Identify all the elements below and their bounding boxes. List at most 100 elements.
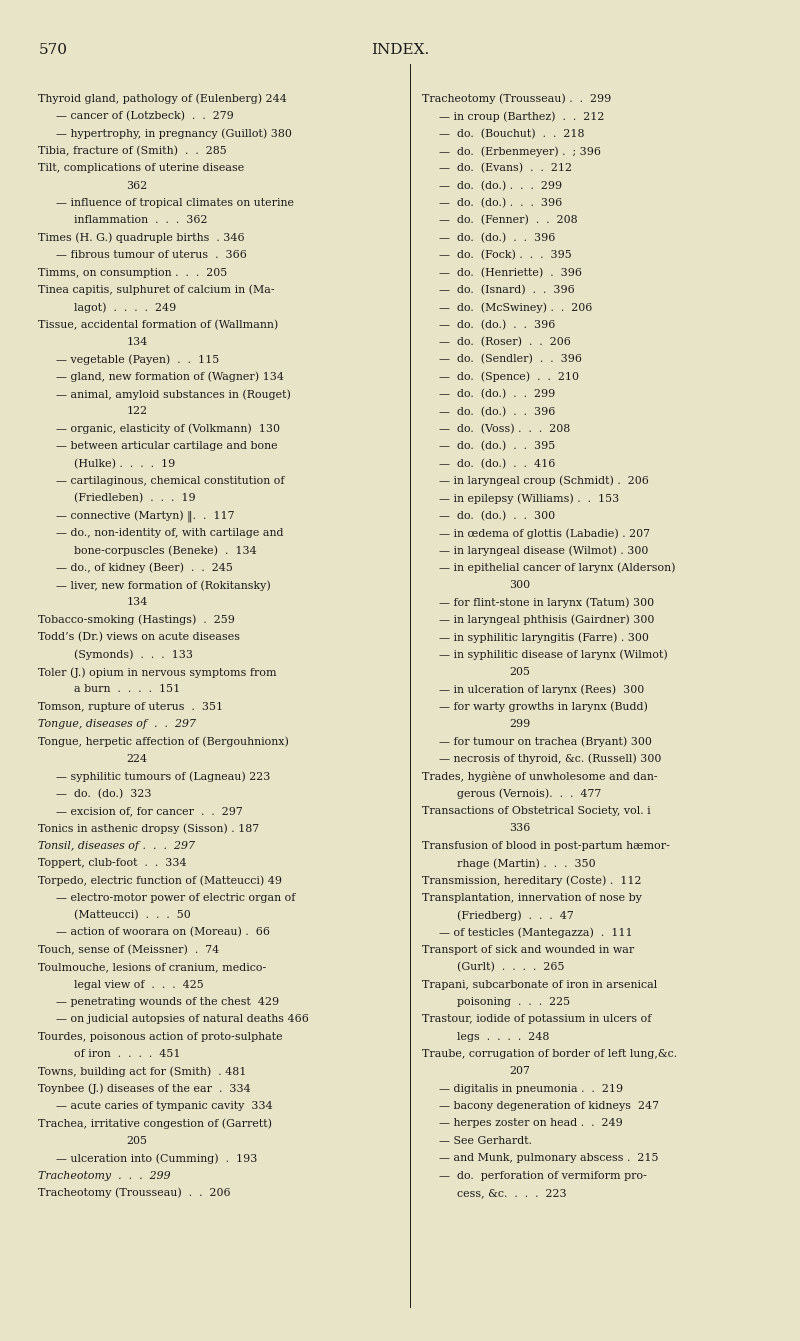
Text: — in syphilitic disease of larynx (Wilmot): — in syphilitic disease of larynx (Wilmo… [439, 649, 668, 660]
Text: Towns, building act for (Smith)  . 481: Towns, building act for (Smith) . 481 [38, 1066, 246, 1077]
Text: Tracheotomy (Trousseau) .  .  299: Tracheotomy (Trousseau) . . 299 [422, 94, 611, 105]
Text: Timms, on consumption .  .  .  205: Timms, on consumption . . . 205 [38, 268, 228, 278]
Text: — in croup (Barthez)  .  .  212: — in croup (Barthez) . . 212 [439, 111, 605, 122]
Text: — in œdema of glottis (Labadie) . 207: — in œdema of glottis (Labadie) . 207 [439, 528, 650, 539]
Text: gerous (Vernois).  .  .  477: gerous (Vernois). . . 477 [457, 789, 601, 799]
Text: — ulceration into (Cumming)  .  193: — ulceration into (Cumming) . 193 [56, 1153, 258, 1164]
Text: — in epilepsy (Williams) .  .  153: — in epilepsy (Williams) . . 153 [439, 493, 619, 504]
Text: — cartilaginous, chemical constitution of: — cartilaginous, chemical constitution o… [56, 476, 285, 485]
Text: —  do.  (do.)  .  .  299: — do. (do.) . . 299 [439, 389, 555, 400]
Text: Tonsil, diseases of .  .  .  297: Tonsil, diseases of . . . 297 [38, 841, 195, 850]
Text: — and Munk, pulmonary abscess .  215: — and Munk, pulmonary abscess . 215 [439, 1153, 658, 1163]
Text: —  do.  (do.)  .  .  300: — do. (do.) . . 300 [439, 511, 555, 520]
Text: legal view of  .  .  .  425: legal view of . . . 425 [74, 979, 203, 990]
Text: Tonics in asthenic dropsy (Sisson) . 187: Tonics in asthenic dropsy (Sisson) . 187 [38, 823, 259, 834]
Text: Tracheotomy  .  .  .  299: Tracheotomy . . . 299 [38, 1171, 171, 1180]
Text: a burn  .  .  .  .  151: a burn . . . . 151 [74, 684, 180, 695]
Text: 134: 134 [126, 337, 148, 347]
Text: Touch, sense of (Meissner)  .  74: Touch, sense of (Meissner) . 74 [38, 945, 220, 955]
Text: — organic, elasticity of (Volkmann)  130: — organic, elasticity of (Volkmann) 130 [56, 424, 280, 434]
Text: 207: 207 [510, 1066, 530, 1077]
Text: Thyroid gland, pathology of (Eulenberg) 244: Thyroid gland, pathology of (Eulenberg) … [38, 94, 287, 105]
Text: lagot)  .  .  .  .  249: lagot) . . . . 249 [74, 302, 176, 312]
Text: 122: 122 [126, 406, 147, 417]
Text: bone-corpuscles (Beneke)  .  134: bone-corpuscles (Beneke) . 134 [74, 546, 256, 557]
Text: — necrosis of thyroid, &c. (Russell) 300: — necrosis of thyroid, &c. (Russell) 300 [439, 754, 662, 764]
Text: — digitalis in pneumonia .  .  219: — digitalis in pneumonia . . 219 [439, 1084, 623, 1094]
Text: —  do.  (Isnard)  .  .  396: — do. (Isnard) . . 396 [439, 284, 575, 295]
Text: Tobacco-smoking (Hastings)  .  259: Tobacco-smoking (Hastings) . 259 [38, 614, 235, 625]
Text: —  do.  (do.)  .  .  395: — do. (do.) . . 395 [439, 441, 555, 452]
Text: —  do.  (Bouchut)  .  .  218: — do. (Bouchut) . . 218 [439, 129, 585, 139]
Text: —  do.  (McSwiney) .  .  206: — do. (McSwiney) . . 206 [439, 302, 593, 312]
Text: (Friedberg)  .  .  .  47: (Friedberg) . . . 47 [457, 911, 574, 921]
Text: —  do.  (do.)  .  .  396: — do. (do.) . . 396 [439, 319, 555, 330]
Text: — vegetable (Payen)  .  .  115: — vegetable (Payen) . . 115 [56, 354, 219, 365]
Text: INDEX.: INDEX. [371, 43, 429, 56]
Text: Transplantation, innervation of nose by: Transplantation, innervation of nose by [422, 893, 642, 902]
Text: — See Gerhardt.: — See Gerhardt. [439, 1136, 532, 1145]
Text: Trapani, subcarbonate of iron in arsenical: Trapani, subcarbonate of iron in arsenic… [422, 979, 657, 990]
Text: — excision of, for cancer  .  .  297: — excision of, for cancer . . 297 [56, 806, 242, 815]
Text: —  do.  (do.) .  .  .  396: — do. (do.) . . . 396 [439, 198, 562, 208]
Text: — do., of kidney (Beer)  .  .  245: — do., of kidney (Beer) . . 245 [56, 563, 233, 574]
Text: legs  .  .  .  .  248: legs . . . . 248 [457, 1031, 549, 1042]
Text: — in ulceration of larynx (Rees)  300: — in ulceration of larynx (Rees) 300 [439, 684, 645, 695]
Text: —  do.  (Roser)  .  .  206: — do. (Roser) . . 206 [439, 337, 571, 347]
Text: Transactions of Obstetrical Society, vol. i: Transactions of Obstetrical Society, vol… [422, 806, 650, 815]
Text: (Matteucci)  .  .  .  50: (Matteucci) . . . 50 [74, 911, 190, 920]
Text: —  do.  (do.) .  .  .  299: — do. (do.) . . . 299 [439, 181, 562, 190]
Text: Transfusion of blood in post-partum hæmor-: Transfusion of blood in post-partum hæmo… [422, 841, 670, 850]
Text: Toler (J.) opium in nervous symptoms from: Toler (J.) opium in nervous symptoms fro… [38, 666, 277, 677]
Text: — penetrating wounds of the chest  429: — penetrating wounds of the chest 429 [56, 996, 279, 1007]
Text: Transmission, hereditary (Coste) .  112: Transmission, hereditary (Coste) . 112 [422, 876, 641, 886]
Text: Toynbee (J.) diseases of the ear  .  334: Toynbee (J.) diseases of the ear . 334 [38, 1084, 251, 1094]
Text: — gland, new formation of (Wagner) 134: — gland, new formation of (Wagner) 134 [56, 371, 284, 382]
Text: (Friedleben)  .  .  .  19: (Friedleben) . . . 19 [74, 493, 195, 504]
Text: —  do.  (Henriette)  .  396: — do. (Henriette) . 396 [439, 268, 582, 278]
Text: Transport of sick and wounded in war: Transport of sick and wounded in war [422, 945, 634, 955]
Text: Trades, hygiène of unwholesome and dan-: Trades, hygiène of unwholesome and dan- [422, 771, 658, 782]
Text: — herpes zoster on head .  .  249: — herpes zoster on head . . 249 [439, 1118, 623, 1129]
Text: — influence of tropical climates on uterine: — influence of tropical climates on uter… [56, 198, 294, 208]
Text: Tongue, diseases of  .  .  297: Tongue, diseases of . . 297 [38, 719, 197, 730]
Text: — syphilitic tumours of (Lagneau) 223: — syphilitic tumours of (Lagneau) 223 [56, 771, 270, 782]
Text: — connective (Martyn) ‖.  .  117: — connective (Martyn) ‖. . 117 [56, 511, 234, 523]
Text: Tongue, herpetic affection of (Bergouhnionx): Tongue, herpetic affection of (Bergouhni… [38, 736, 290, 747]
Text: 300: 300 [510, 581, 530, 590]
Text: — for flint-stone in larynx (Tatum) 300: — for flint-stone in larynx (Tatum) 300 [439, 598, 654, 607]
Text: — in laryngeal phthisis (Gairdner) 300: — in laryngeal phthisis (Gairdner) 300 [439, 614, 654, 625]
Text: —  do.  (Sendler)  .  .  396: — do. (Sendler) . . 396 [439, 354, 582, 365]
Text: — for warty growths in larynx (Budd): — for warty growths in larynx (Budd) [439, 701, 648, 712]
Text: 205: 205 [126, 1136, 147, 1145]
Text: — action of woorara on (Moreau) .  66: — action of woorara on (Moreau) . 66 [56, 928, 270, 937]
Text: cess, &c.  .  .  .  223: cess, &c. . . . 223 [457, 1188, 566, 1198]
Text: 224: 224 [126, 754, 147, 764]
Text: — cancer of (Lotzbeck)  .  .  279: — cancer of (Lotzbeck) . . 279 [56, 111, 234, 122]
Text: — animal, amyloid substances in (Rouget): — animal, amyloid substances in (Rouget) [56, 389, 291, 400]
Text: —  do.  (do.)  323: — do. (do.) 323 [56, 789, 151, 799]
Text: 336: 336 [510, 823, 531, 833]
Text: — bacony degeneration of kidneys  247: — bacony degeneration of kidneys 247 [439, 1101, 659, 1112]
Text: Toulmouche, lesions of cranium, medico-: Toulmouche, lesions of cranium, medico- [38, 963, 266, 972]
Text: 134: 134 [126, 598, 148, 607]
Text: — do., non-identity of, with cartilage and: — do., non-identity of, with cartilage a… [56, 528, 283, 538]
Text: Torpedo, electric function of (Matteucci) 49: Torpedo, electric function of (Matteucci… [38, 876, 282, 886]
Text: Toppert, club-foot  .  .  334: Toppert, club-foot . . 334 [38, 858, 187, 868]
Text: Traube, corrugation of border of left lung,&c.: Traube, corrugation of border of left lu… [422, 1049, 677, 1059]
Text: Tracheotomy (Trousseau)  .  .  206: Tracheotomy (Trousseau) . . 206 [38, 1188, 231, 1199]
Text: Todd’s (Dr.) views on acute diseases: Todd’s (Dr.) views on acute diseases [38, 632, 240, 642]
Text: — acute caries of tympanic cavity  334: — acute caries of tympanic cavity 334 [56, 1101, 273, 1112]
Text: —  do.  (do.)  .  .  416: — do. (do.) . . 416 [439, 459, 555, 469]
Text: poisoning  .  .  .  225: poisoning . . . 225 [457, 996, 570, 1007]
Text: Tourdes, poisonous action of proto-sulphate: Tourdes, poisonous action of proto-sulph… [38, 1031, 283, 1042]
Text: (Symonds)  .  .  .  133: (Symonds) . . . 133 [74, 649, 193, 660]
Text: —  do.  (Spence)  .  .  210: — do. (Spence) . . 210 [439, 371, 579, 382]
Text: 362: 362 [126, 181, 148, 190]
Text: —  do.  (do.)  .  .  396: — do. (do.) . . 396 [439, 406, 555, 417]
Text: — in laryngeal croup (Schmidt) .  206: — in laryngeal croup (Schmidt) . 206 [439, 476, 649, 487]
Text: Tilt, complications of uterine disease: Tilt, complications of uterine disease [38, 164, 245, 173]
Text: Tissue, accidental formation of (Wallmann): Tissue, accidental formation of (Wallman… [38, 319, 278, 330]
Text: —  do.  (Evans)  .  .  212: — do. (Evans) . . 212 [439, 164, 572, 173]
Text: Trastour, iodide of potassium in ulcers of: Trastour, iodide of potassium in ulcers … [422, 1014, 651, 1025]
